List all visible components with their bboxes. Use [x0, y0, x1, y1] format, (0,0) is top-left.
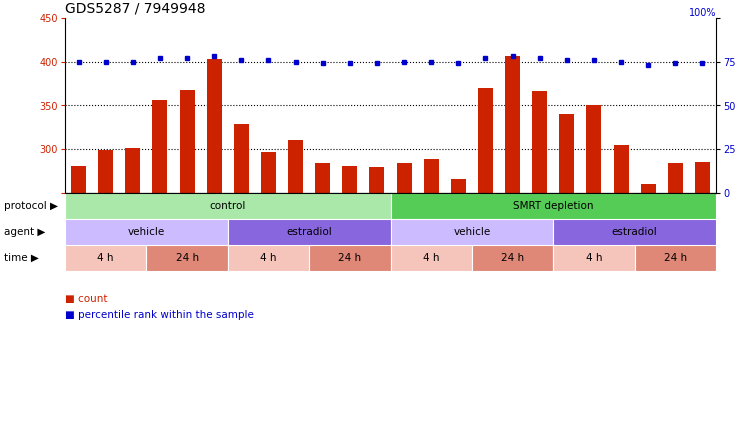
Bar [261, 152, 276, 193]
Bar [553, 219, 716, 245]
Text: 100%: 100% [689, 8, 716, 18]
Text: ■ count: ■ count [65, 294, 107, 304]
Bar [391, 193, 716, 219]
Bar [125, 148, 140, 193]
Text: estradiol: estradiol [286, 227, 332, 237]
Bar [179, 90, 195, 193]
Bar [472, 245, 553, 271]
Text: protocol ▶: protocol ▶ [4, 201, 58, 211]
Bar [309, 245, 391, 271]
Bar [559, 114, 575, 193]
Bar [228, 245, 309, 271]
Bar [65, 193, 391, 219]
Bar [532, 91, 547, 193]
Text: 4 h: 4 h [260, 253, 276, 263]
Text: estradiol: estradiol [612, 227, 657, 237]
Bar [614, 145, 629, 193]
Bar [641, 184, 656, 193]
Bar [65, 219, 228, 245]
Bar [228, 219, 391, 245]
Text: vehicle: vehicle [454, 227, 490, 237]
Bar [451, 179, 466, 193]
Text: 24 h: 24 h [176, 253, 198, 263]
Bar [65, 245, 146, 271]
Text: 4 h: 4 h [586, 253, 602, 263]
Bar [397, 163, 412, 193]
Bar [152, 100, 167, 193]
Bar [424, 159, 439, 193]
Bar [391, 245, 472, 271]
Bar [146, 245, 228, 271]
Bar [587, 104, 602, 193]
Text: 4 h: 4 h [98, 253, 114, 263]
Text: GDS5287 / 7949948: GDS5287 / 7949948 [65, 1, 206, 16]
Text: 24 h: 24 h [338, 253, 361, 263]
Bar [234, 124, 249, 193]
Bar [288, 140, 303, 193]
Bar [342, 166, 357, 193]
Text: time ▶: time ▶ [4, 253, 38, 263]
Bar [668, 163, 683, 193]
Bar [695, 162, 710, 193]
Text: 24 h: 24 h [664, 253, 687, 263]
Bar [98, 150, 113, 193]
Text: agent ▶: agent ▶ [4, 227, 45, 237]
Bar [391, 219, 553, 245]
Bar [553, 245, 635, 271]
Bar [635, 245, 716, 271]
Text: 4 h: 4 h [423, 253, 439, 263]
Text: control: control [210, 201, 246, 211]
Bar [71, 166, 86, 193]
Bar [315, 163, 330, 193]
Bar [478, 88, 493, 193]
Bar [505, 56, 520, 193]
Bar [369, 167, 385, 193]
Text: 24 h: 24 h [501, 253, 524, 263]
Bar [207, 59, 222, 193]
Text: vehicle: vehicle [128, 227, 165, 237]
Text: ■ percentile rank within the sample: ■ percentile rank within the sample [65, 310, 254, 320]
Text: SMRT depletion: SMRT depletion [513, 201, 593, 211]
